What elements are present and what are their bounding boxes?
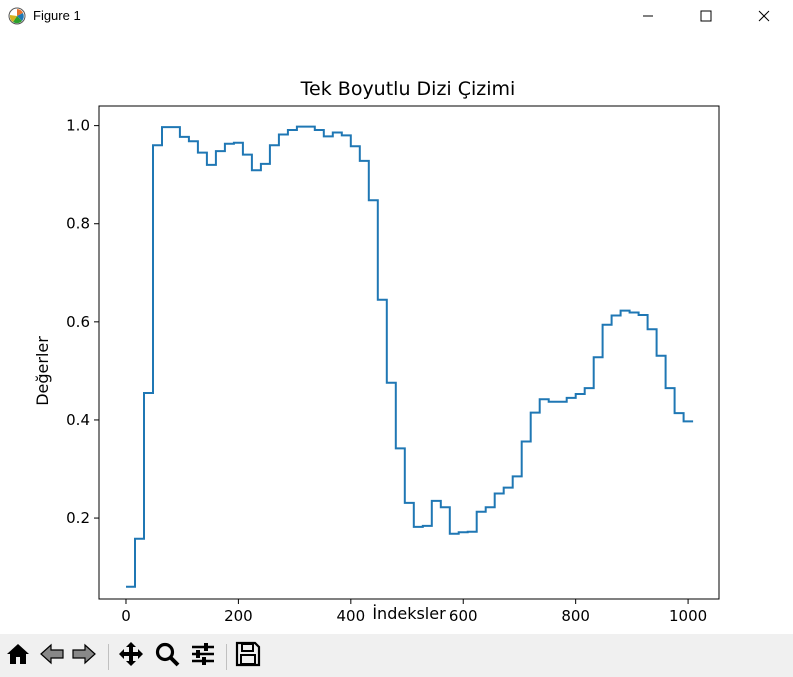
floppy-disk-icon [235,641,261,671]
x-tick-label: 600 [449,607,478,625]
figure-canvas[interactable]: Tek Boyutlu Dizi Çizimi 0 200 400 600 800 100… [0,32,793,634]
minimize-button[interactable] [619,0,677,32]
window-titlebar: Figure 1 [0,0,793,32]
y-tick-label: 0.8 [66,215,90,233]
x-tick-label: 1000 [669,607,707,625]
navigation-toolbar [0,634,793,677]
toolbar-separator [108,644,109,670]
forward-button[interactable] [70,642,98,670]
x-tick-label: 400 [337,607,366,625]
maximize-button[interactable] [677,0,735,32]
y-axis-label: Değerler [33,336,52,406]
move-icon [118,641,144,671]
y-tick-label: 0.2 [66,509,90,527]
x-axis-label: İndeksler [372,604,446,623]
arrow-left-icon [39,641,65,671]
minimize-icon [642,10,654,22]
home-button[interactable] [4,642,32,670]
plot-area [126,125,694,588]
line-chart: Tek Boyutlu Dizi Çizimi 0 200 400 600 800 100… [0,32,793,634]
toolbar-separator [226,644,227,670]
chart-title: Tek Boyutlu Dizi Çizimi [300,78,516,100]
y-tick-label: 0.6 [66,313,90,331]
close-button[interactable] [735,0,793,32]
arrow-right-icon [71,641,97,671]
maximize-icon [700,10,712,22]
y-tick-label: 0.4 [66,411,90,429]
magnifier-icon [154,641,180,671]
back-button[interactable] [38,642,66,670]
axes-frame [98,105,720,600]
zoom-button[interactable] [153,642,181,670]
home-icon [5,641,31,671]
series-line [126,125,694,588]
matplotlib-icon [8,7,26,25]
sliders-icon [190,641,216,671]
x-tick-label: 200 [224,607,253,625]
configure-subplots-button[interactable] [189,642,217,670]
x-tick-label: 800 [561,607,590,625]
save-button[interactable] [234,641,262,671]
close-icon [758,10,770,22]
window-title: Figure 1 [33,8,81,23]
x-tick-label: 0 [121,607,131,625]
figure-background [0,32,793,634]
x-axis: 0 200 400 600 800 1000 [121,599,707,625]
y-tick-label: 1.0 [66,117,90,135]
pan-button[interactable] [117,642,145,670]
y-axis: 0.2 0.4 0.6 0.8 1.0 [66,117,99,527]
